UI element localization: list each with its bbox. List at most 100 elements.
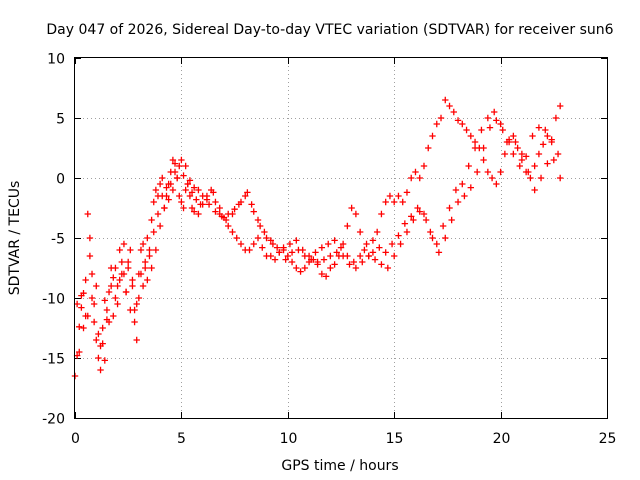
data-point <box>156 222 164 230</box>
data-point <box>139 240 147 248</box>
data-point <box>152 246 160 254</box>
data-point <box>486 124 494 131</box>
data-point <box>522 153 530 160</box>
series-track-2 <box>73 108 562 347</box>
data-point <box>203 196 211 203</box>
data-point <box>435 249 443 256</box>
data-point <box>210 189 217 196</box>
data-point <box>93 336 100 344</box>
data-point <box>484 168 492 176</box>
data-point <box>525 168 532 176</box>
data-point <box>176 162 183 170</box>
data-point <box>178 198 185 206</box>
data-point <box>327 264 334 272</box>
data-point <box>222 216 230 224</box>
data-point <box>88 294 96 302</box>
data-point <box>142 258 149 266</box>
data-point <box>114 300 121 308</box>
data-point <box>348 204 355 212</box>
data-point <box>399 198 406 206</box>
x-tick-label: 5 <box>177 431 186 447</box>
data-point <box>173 174 181 182</box>
data-point <box>90 300 98 308</box>
data-point <box>510 132 517 140</box>
data-point <box>337 244 345 251</box>
data-point <box>548 136 555 143</box>
data-point <box>154 210 162 218</box>
data-point <box>322 273 330 280</box>
data-point <box>467 132 475 140</box>
data-point <box>242 192 249 200</box>
data-point <box>537 174 545 182</box>
data-point <box>429 132 436 140</box>
data-point <box>465 162 472 170</box>
data-point <box>276 249 283 256</box>
data-point <box>146 246 153 254</box>
data-point <box>403 189 411 196</box>
data-point <box>420 162 428 170</box>
data-point <box>286 240 294 248</box>
data-point <box>137 246 145 254</box>
data-point <box>190 208 198 215</box>
x-axis-label: GPS time / hours <box>281 458 398 474</box>
data-point <box>467 184 475 191</box>
y-axis-label: SDTVAR / TECUs <box>7 181 23 296</box>
data-point <box>169 186 177 194</box>
data-point <box>395 232 402 239</box>
data-point <box>308 256 315 263</box>
series-track-1 <box>71 96 564 380</box>
data-point <box>186 192 194 200</box>
data-point <box>497 120 504 128</box>
data-point <box>403 228 411 236</box>
data-point <box>118 258 126 266</box>
data-point <box>288 258 296 266</box>
data-point <box>144 234 151 242</box>
data-point <box>339 240 347 248</box>
data-point <box>408 174 415 182</box>
data-point <box>159 174 166 182</box>
data-point <box>293 237 300 244</box>
plot-frame <box>74 57 608 419</box>
data-point <box>433 240 440 248</box>
data-point <box>216 204 223 212</box>
data-point <box>105 288 113 296</box>
data-point <box>388 240 396 248</box>
data-point <box>112 294 119 302</box>
grid-lines <box>75 58 607 418</box>
data-point <box>452 186 460 194</box>
data-point <box>280 246 287 254</box>
data-point <box>325 240 332 248</box>
data-point <box>408 213 415 220</box>
data-point <box>363 240 370 248</box>
data-point <box>76 348 83 356</box>
data-point <box>97 342 104 350</box>
data-point <box>414 204 421 212</box>
data-point <box>254 216 262 224</box>
data-point <box>254 234 262 242</box>
data-point <box>429 234 436 242</box>
data-point <box>125 264 132 272</box>
data-point <box>76 323 83 330</box>
data-point <box>369 237 377 244</box>
data-point <box>205 201 213 208</box>
data-point <box>416 174 423 182</box>
data-point <box>82 276 89 284</box>
data-point <box>114 282 121 290</box>
data-point <box>493 180 500 188</box>
data-point <box>433 120 440 128</box>
data-point <box>282 256 289 263</box>
data-point <box>95 354 102 362</box>
data-point <box>378 210 385 218</box>
data-point <box>256 222 264 230</box>
x-tick-label: 0 <box>71 431 80 447</box>
data-point <box>184 180 191 188</box>
data-point <box>190 184 198 191</box>
data-point <box>195 210 202 218</box>
data-point <box>178 156 185 164</box>
data-point <box>493 117 500 124</box>
data-point <box>556 174 564 182</box>
data-point <box>244 189 251 196</box>
data-point <box>361 246 368 254</box>
data-point <box>365 252 372 260</box>
